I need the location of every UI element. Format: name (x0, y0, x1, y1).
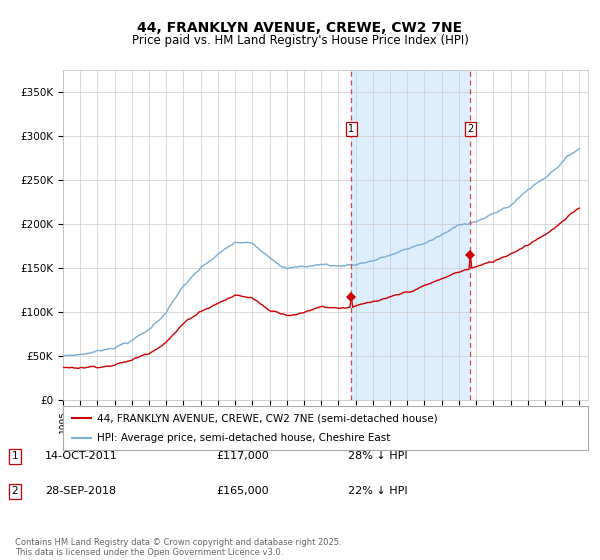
Text: 22% ↓ HPI: 22% ↓ HPI (348, 486, 407, 496)
Text: Price paid vs. HM Land Registry's House Price Index (HPI): Price paid vs. HM Land Registry's House … (131, 34, 469, 46)
Text: Contains HM Land Registry data © Crown copyright and database right 2025.
This d: Contains HM Land Registry data © Crown c… (15, 538, 341, 557)
Text: HPI: Average price, semi-detached house, Cheshire East: HPI: Average price, semi-detached house,… (97, 433, 391, 444)
Text: 14-OCT-2011: 14-OCT-2011 (45, 451, 118, 461)
Bar (352, 70, 470, 400)
Text: 44, FRANKLYN AVENUE, CREWE, CW2 7NE: 44, FRANKLYN AVENUE, CREWE, CW2 7NE (137, 21, 463, 35)
Text: 2: 2 (467, 124, 473, 134)
Text: 1: 1 (348, 124, 355, 134)
Text: 1: 1 (11, 451, 19, 461)
Text: £117,000: £117,000 (216, 451, 269, 461)
Text: 28% ↓ HPI: 28% ↓ HPI (348, 451, 407, 461)
Text: £165,000: £165,000 (216, 486, 269, 496)
Text: 44, FRANKLYN AVENUE, CREWE, CW2 7NE (semi-detached house): 44, FRANKLYN AVENUE, CREWE, CW2 7NE (sem… (97, 413, 438, 423)
Text: 28-SEP-2018: 28-SEP-2018 (45, 486, 116, 496)
Text: 2: 2 (11, 486, 19, 496)
